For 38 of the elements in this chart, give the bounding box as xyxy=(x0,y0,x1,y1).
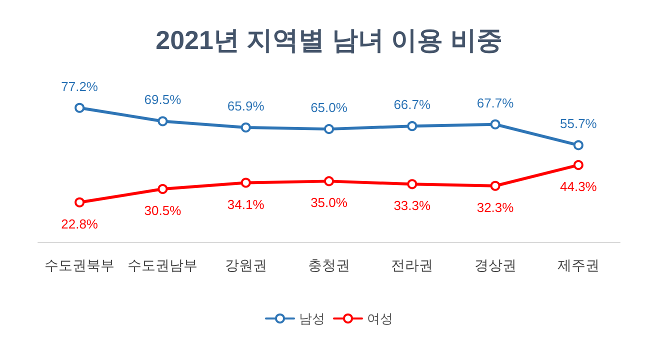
data-label: 55.7% xyxy=(560,116,598,132)
point xyxy=(490,180,500,191)
data-label: 34.1% xyxy=(227,196,265,212)
data-label: 69.5% xyxy=(144,92,182,108)
legend-label: 남성 xyxy=(299,311,325,326)
legend-label: 여성 xyxy=(367,311,393,326)
data-label: 22.8% xyxy=(61,216,98,232)
point xyxy=(324,124,334,134)
data-label: 67.7% xyxy=(476,95,514,110)
data-label: 35.0% xyxy=(310,195,348,210)
chart-title: 2021년 지역별 남녀 이용 비중 xyxy=(156,25,502,55)
point xyxy=(573,160,584,170)
point xyxy=(573,140,584,150)
x-tick-label: 경상권 xyxy=(474,257,516,273)
point xyxy=(74,197,85,208)
data-label: 44.3% xyxy=(560,179,598,194)
point xyxy=(490,119,500,130)
data-label: 65.0% xyxy=(310,100,348,116)
point xyxy=(240,178,251,188)
x-tick-label: 충청권 xyxy=(308,257,350,273)
point xyxy=(240,122,251,132)
x-tick-label: 수도권북부 xyxy=(44,257,115,273)
point xyxy=(74,102,85,113)
point xyxy=(407,121,418,132)
point xyxy=(158,184,168,194)
x-tick-label: 제주권 xyxy=(557,257,600,273)
point xyxy=(158,116,168,126)
data-label: 33.3% xyxy=(394,198,432,214)
point xyxy=(324,176,334,186)
x-tick-label: 전라권 xyxy=(391,257,434,273)
data-label: 77.2% xyxy=(61,78,98,94)
point xyxy=(407,179,418,190)
data-label: 65.9% xyxy=(227,98,265,114)
data-label: 30.5% xyxy=(144,203,182,218)
data-label: 66.7% xyxy=(394,97,432,112)
data-label: 32.3% xyxy=(476,200,514,215)
x-tick-label: 수도권남부 xyxy=(128,257,198,273)
x-tick-label: 강원권 xyxy=(224,257,267,273)
